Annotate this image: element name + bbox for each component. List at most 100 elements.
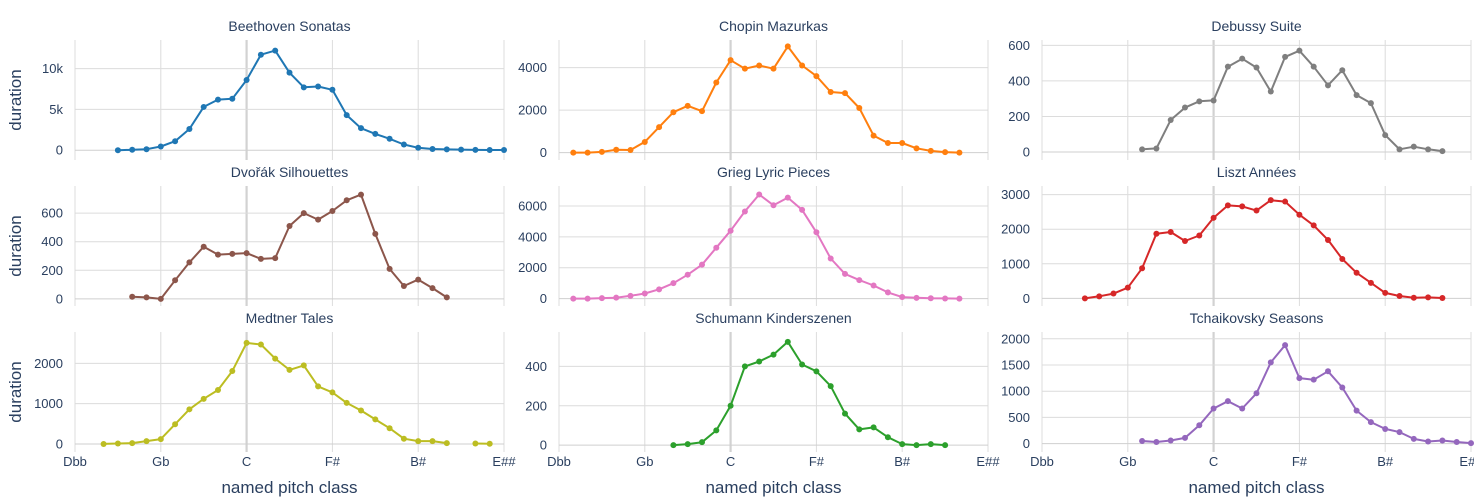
- data-point: [429, 438, 436, 445]
- data-point: [1310, 63, 1317, 70]
- x-tick-label: Gb: [152, 454, 169, 469]
- data-point: [699, 108, 705, 115]
- x-tick-label: Gb: [636, 454, 653, 469]
- data-point: [1382, 289, 1389, 296]
- data-point: [1353, 407, 1360, 414]
- data-point: [584, 149, 591, 156]
- data-point: [429, 285, 436, 292]
- data-point: [1210, 97, 1217, 104]
- data-point: [956, 149, 963, 156]
- data-point: [584, 295, 591, 302]
- data-point: [1110, 290, 1117, 297]
- data-point: [784, 338, 791, 345]
- data-point: [1439, 437, 1446, 444]
- data-point: [257, 51, 264, 58]
- data-point: [827, 89, 834, 96]
- data-point: [727, 57, 734, 64]
- data-point: [257, 341, 264, 348]
- y-tick-label: 10k: [42, 61, 63, 76]
- data-point: [727, 402, 734, 409]
- data-point: [827, 255, 834, 262]
- data-point: [1239, 203, 1246, 210]
- data-point: [200, 103, 207, 110]
- x-tick-label: E##: [976, 454, 1000, 469]
- data-point: [1439, 295, 1446, 302]
- data-point: [415, 144, 422, 151]
- y-axis-title: duration: [6, 69, 25, 130]
- data-point: [200, 395, 207, 402]
- data-point: [200, 243, 207, 250]
- data-point: [114, 147, 121, 154]
- panel-title: Tchaikovsky Seasons: [1190, 310, 1324, 326]
- data-point: [1153, 439, 1160, 446]
- data-point: [129, 146, 136, 153]
- y-tick-label: 1000: [1001, 256, 1030, 271]
- x-tick-label: Dbb: [63, 454, 87, 469]
- data-point: [229, 250, 236, 257]
- data-point: [856, 426, 863, 433]
- data-point: [641, 290, 648, 297]
- data-point: [1439, 148, 1446, 155]
- data-point: [1367, 279, 1374, 286]
- data-point: [315, 216, 322, 223]
- data-point: [1382, 425, 1389, 432]
- data-point: [129, 293, 136, 300]
- panel-title: Dvořák Silhouettes: [231, 164, 349, 180]
- data-point: [429, 145, 436, 152]
- data-point: [372, 230, 379, 237]
- data-point: [257, 255, 264, 262]
- x-tick-label: Gb: [1119, 454, 1136, 469]
- data-point: [870, 282, 877, 289]
- x-tick-label: F#: [809, 454, 825, 469]
- y-tick-label: 0: [540, 145, 547, 160]
- data-point: [670, 442, 677, 449]
- data-point: [1339, 67, 1346, 74]
- data-point: [942, 442, 949, 449]
- data-point: [770, 65, 777, 72]
- data-point: [1182, 104, 1188, 111]
- data-point: [699, 261, 705, 268]
- data-point: [472, 146, 479, 153]
- x-tick-label: E##: [492, 454, 516, 469]
- data-point: [143, 438, 150, 445]
- data-point: [1282, 53, 1289, 60]
- data-point: [400, 141, 407, 148]
- data-point: [684, 271, 691, 278]
- data-point: [1425, 146, 1432, 153]
- y-tick-label: 0: [1023, 436, 1030, 451]
- data-point: [1153, 145, 1160, 152]
- y-tick-label: 0: [540, 438, 547, 453]
- data-point: [913, 442, 920, 449]
- data-point: [186, 259, 193, 266]
- data-point: [627, 147, 634, 154]
- data-point: [1410, 435, 1417, 442]
- series-line: [117, 49, 504, 152]
- data-point: [286, 366, 293, 373]
- data-point: [300, 362, 307, 369]
- x-axis-title: named pitch class: [1188, 478, 1324, 497]
- data-point: [1124, 284, 1131, 291]
- panel-title: Liszt Années: [1217, 164, 1296, 180]
- y-tick-label: 0: [1023, 145, 1030, 160]
- series-line: [573, 193, 960, 300]
- data-point: [229, 95, 236, 102]
- data-point: [670, 109, 677, 116]
- panel-title: Schumann Kinderszenen: [695, 310, 851, 326]
- data-point: [784, 194, 791, 201]
- y-tick-label: 0: [56, 436, 63, 451]
- x-tick-label: Dbb: [1030, 454, 1054, 469]
- data-point: [1339, 384, 1346, 391]
- data-point: [1139, 437, 1146, 444]
- data-point: [1310, 222, 1317, 229]
- data-point: [315, 83, 322, 90]
- data-point: [229, 368, 236, 375]
- data-point: [699, 439, 705, 446]
- data-point: [300, 84, 307, 91]
- panel-title: Grieg Lyric Pieces: [717, 164, 830, 180]
- data-point: [656, 124, 663, 131]
- x-tick-label: B#: [410, 454, 427, 469]
- data-point: [842, 90, 848, 97]
- y-tick-label: 2000: [1001, 331, 1030, 346]
- data-point: [358, 125, 364, 132]
- data-point: [1253, 207, 1260, 214]
